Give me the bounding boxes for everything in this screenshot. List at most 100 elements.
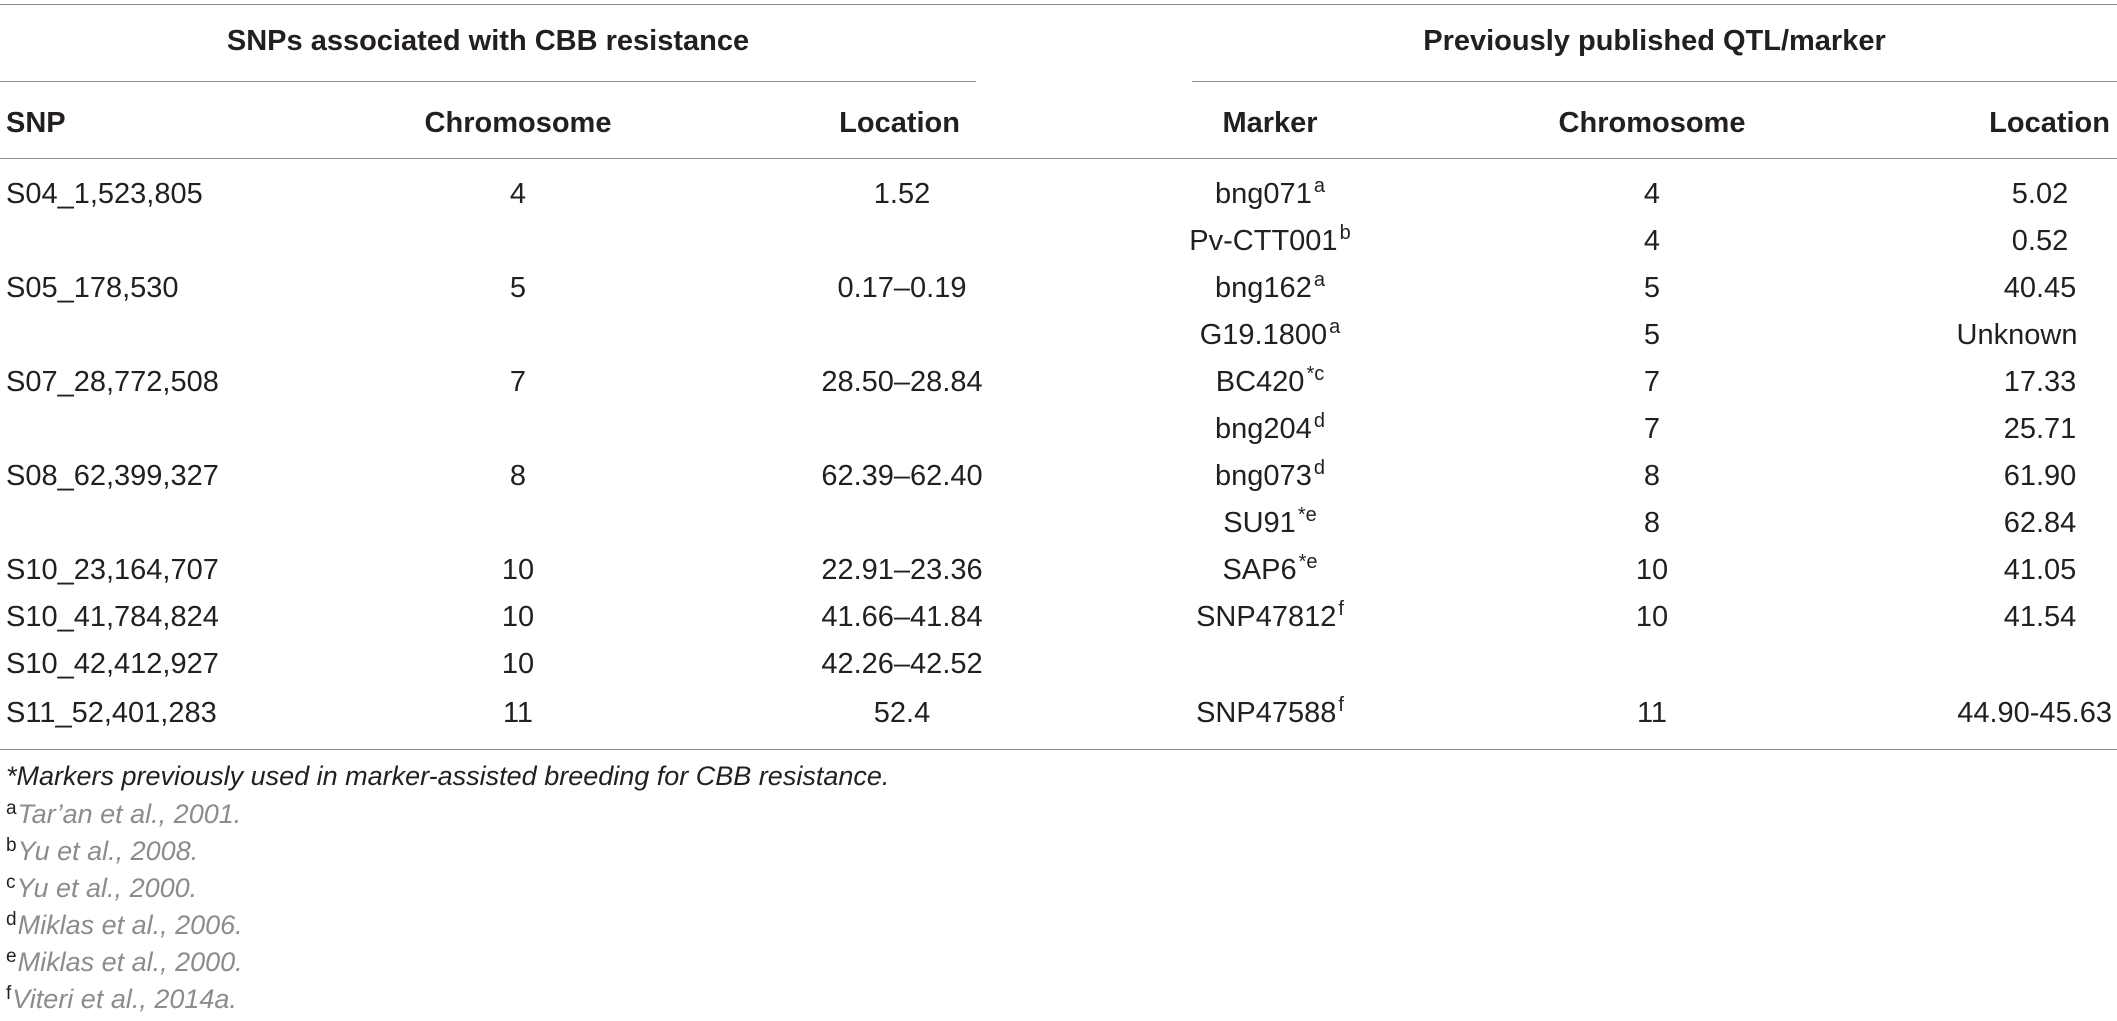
snp-cell: S07_28,772,508 — [6, 366, 219, 398]
snp-cell: S08_62,399,327 — [6, 460, 219, 492]
chromosome-cell: 4 — [509, 178, 527, 210]
location-cell: 62.39–62.40 — [821, 460, 983, 492]
group-rule-right — [1192, 81, 2117, 82]
marker-name: BC420 — [1215, 366, 1305, 398]
footnote-ref-sup: d — [6, 909, 17, 930]
chromosome-cell: 8 — [509, 460, 527, 492]
footnote-ref-link[interactable]: Yu et al., 2000. — [16, 873, 198, 903]
marker-footnote-sup: a — [1313, 175, 1325, 197]
footnote-ref-sup: a — [6, 798, 17, 819]
bottom-rule — [0, 749, 2117, 750]
marker-cell: G19.1800 a — [1120, 316, 1420, 352]
marker-cell: Pv-CTT001 b — [1120, 222, 1420, 258]
snp-cell: S10_23,164,707 — [6, 554, 219, 586]
marker-chromosome-cell: 10 — [1635, 554, 1669, 586]
marker-footnote-sup: d — [1313, 457, 1325, 479]
marker-cell: SNP47588 f — [1120, 694, 1420, 730]
location-cell: 42.26–42.52 — [821, 648, 983, 680]
marker-name: SNP47812 — [1196, 601, 1337, 633]
footnote-ref-sup: f — [6, 983, 12, 1004]
marker-chromosome-cell: 4 — [1643, 225, 1661, 257]
marker-chromosome-cell: 4 — [1643, 178, 1661, 210]
snp-cell: S04_1,523,805 — [6, 178, 203, 210]
marker-footnote-sup: f — [1338, 598, 1344, 620]
location-cell: 41.66–41.84 — [821, 601, 983, 633]
col-header-marker-chromosome: Chromosome — [1558, 107, 1746, 139]
footnote-ref: cYu et al., 2000. — [6, 871, 197, 909]
marker-name: SNP47588 — [1196, 697, 1337, 729]
marker-name: bng071 — [1215, 178, 1312, 210]
footnote-ref-link[interactable]: Viteri et al., 2014a. — [12, 984, 237, 1014]
marker-footnote-sup: d — [1313, 410, 1325, 432]
chromosome-cell: 10 — [501, 601, 535, 633]
location-cell: 0.17–0.19 — [837, 272, 967, 304]
footnote-ref: fViteri et al., 2014a. — [6, 982, 237, 1020]
footnote-ref-sup: e — [6, 946, 17, 967]
marker-chromosome-cell: 5 — [1643, 319, 1661, 351]
marker-footnote-sup: a — [1313, 269, 1325, 291]
chromosome-cell: 5 — [509, 272, 527, 304]
chromosome-cell: 10 — [501, 554, 535, 586]
marker-cell: bng073 d — [1120, 457, 1420, 493]
footnote-ref: dMiklas et al., 2006. — [6, 908, 243, 946]
marker-location-cell: 17.33 — [2003, 366, 2077, 398]
marker-name: SU91 — [1223, 507, 1296, 539]
marker-cell — [1120, 647, 1420, 681]
location-cell: 1.52 — [873, 178, 931, 210]
footnote-ref: bYu et al., 2008. — [6, 834, 198, 872]
snp-cell: S05_178,530 — [6, 272, 179, 304]
group-rule-left — [0, 81, 976, 82]
marker-cell: bng071 a — [1120, 175, 1420, 211]
group-header-published: Previously published QTL/marker — [1423, 25, 1886, 57]
marker-cell: BC420 *c — [1120, 363, 1420, 399]
footnote-star-text: *Markers previously used in marker-assis… — [6, 761, 890, 791]
marker-cell: bng204 d — [1120, 410, 1420, 446]
marker-location-cell: Unknown — [1956, 319, 2078, 351]
marker-cell: SU91 *e — [1120, 504, 1420, 540]
marker-footnote-sup: *e — [1298, 551, 1318, 573]
snp-cell: S11_52,401,283 — [6, 697, 217, 729]
marker-chromosome-cell: 11 — [1636, 697, 1668, 729]
col-header-snp: SNP — [6, 107, 66, 139]
marker-name: Pv-CTT001 — [1189, 225, 1338, 257]
chromosome-cell: 10 — [501, 648, 535, 680]
marker-location-cell: 25.71 — [2003, 413, 2077, 445]
footnote-ref-link[interactable]: Yu et al., 2008. — [17, 836, 199, 866]
marker-cell: bng162 a — [1120, 269, 1420, 305]
marker-location-cell: 41.05 — [2003, 554, 2077, 586]
marker-location-cell: 44.90-45.63 — [1957, 697, 2112, 729]
footnote-ref: eMiklas et al., 2000. — [6, 945, 243, 983]
location-cell: 22.91–23.36 — [821, 554, 983, 586]
marker-location-cell: 62.84 — [2003, 507, 2077, 539]
marker-chromosome-cell: 5 — [1643, 272, 1661, 304]
marker-name: bng204 — [1215, 413, 1312, 445]
marker-chromosome-cell: 8 — [1643, 460, 1661, 492]
marker-chromosome-cell: 8 — [1643, 507, 1661, 539]
marker-footnote-sup: a — [1329, 316, 1341, 338]
footnote-ref-link[interactable]: Miklas et al., 2000. — [17, 947, 243, 977]
marker-footnote-sup: *c — [1306, 363, 1325, 385]
marker-name: SAP6 — [1222, 554, 1297, 586]
marker-name: G19.1800 — [1199, 319, 1328, 351]
chromosome-cell: 11 — [502, 697, 534, 729]
marker-chromosome-cell: 7 — [1643, 366, 1661, 398]
marker-location-cell: 61.90 — [2003, 460, 2077, 492]
footnote-ref-sup: c — [6, 872, 16, 893]
marker-cell: SNP47812 f — [1120, 598, 1420, 634]
header-rule — [0, 158, 2117, 159]
marker-footnote-sup: f — [1338, 694, 1344, 716]
footnote-star: *Markers previously used in marker-assis… — [6, 759, 889, 793]
marker-location-cell: 5.02 — [2011, 178, 2069, 210]
footnote-ref-sup: b — [6, 835, 17, 856]
group-header-snps: SNPs associated with CBB resistance — [226, 25, 750, 57]
footnote-ref-link[interactable]: Tar’an et al., 2001. — [17, 799, 242, 829]
marker-chromosome-cell: 10 — [1635, 601, 1669, 633]
marker-name: bng073 — [1215, 460, 1312, 492]
marker-footnote-sup: b — [1339, 222, 1351, 244]
chromosome-cell: 7 — [509, 366, 527, 398]
marker-footnote-sup: *e — [1297, 504, 1317, 526]
snp-cell: S10_42,412,927 — [6, 648, 219, 680]
footnote-ref-link[interactable]: Miklas et al., 2006. — [17, 910, 243, 940]
col-header-location: Location — [839, 107, 960, 139]
snp-cell: S10_41,784,824 — [6, 601, 219, 633]
